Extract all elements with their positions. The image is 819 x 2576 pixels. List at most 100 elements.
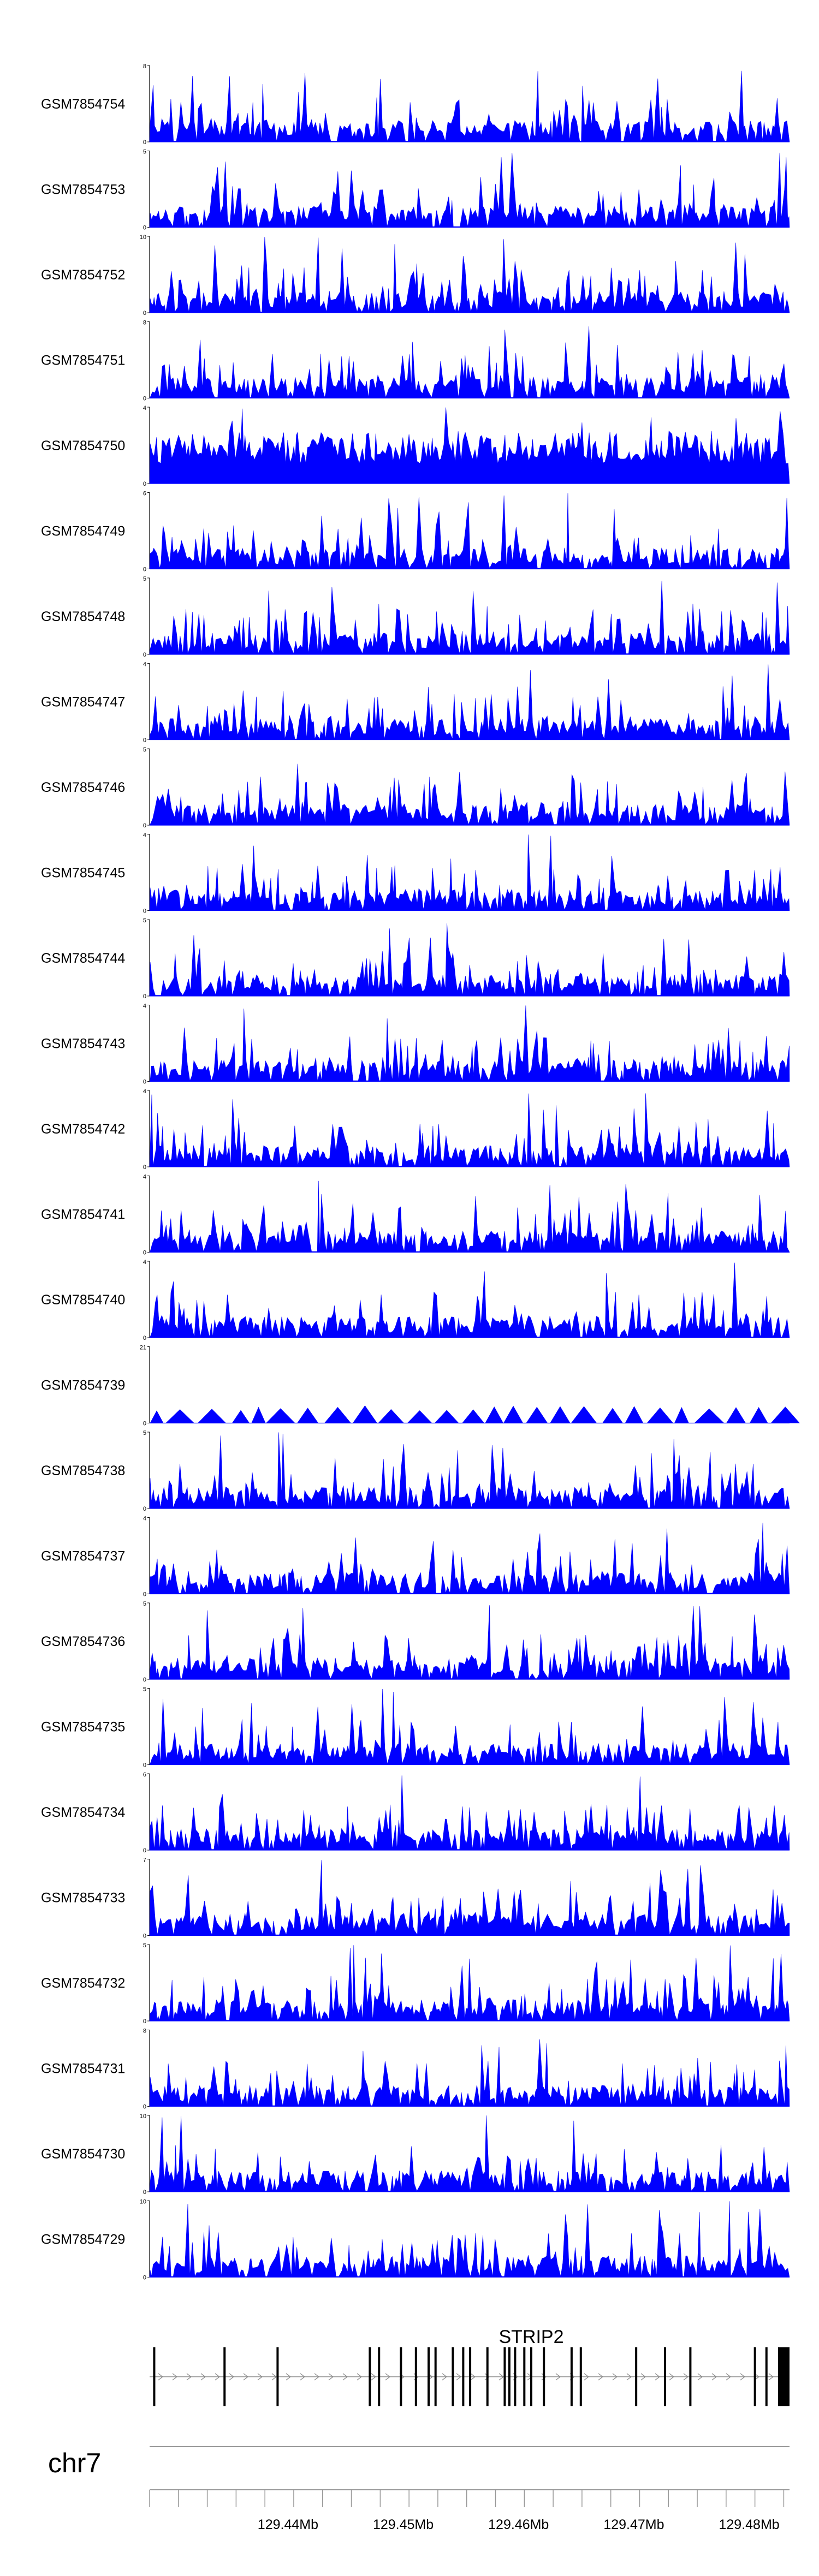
track-label: GSM7854731 — [41, 2061, 125, 2077]
y-tick-label-min: 0 — [143, 1762, 146, 1769]
x-axis-ticks: 129.44Mb 129.45Mb 129.46Mb 129.47Mb 129.48Mb — [149, 2490, 785, 2532]
strand-arrow — [243, 2373, 248, 2381]
y-tick-label-max: 5 — [143, 1942, 146, 1949]
y-tick-label-max: 5 — [143, 1601, 146, 1607]
y-tick-label-min: 0 — [143, 2018, 146, 2025]
y-tick-label-min: 0 — [143, 225, 146, 231]
strand-arrow — [371, 2373, 376, 2381]
y-tick-label-max: 5 — [143, 917, 146, 924]
y-tick-label-min: 0 — [143, 993, 146, 1000]
coverage-area — [149, 581, 790, 655]
track-gsm7854736: GSM7854736 5 0 — [41, 1601, 790, 1683]
y-tick-label-min: 0 — [143, 481, 146, 487]
strand-arrow — [300, 2373, 305, 2381]
track-label: GSM7854752 — [41, 267, 125, 283]
strand-arrow — [555, 2373, 561, 2381]
y-tick-label-min: 0 — [143, 2189, 146, 2196]
track-gsm7854744: GSM7854744 5 0 — [41, 917, 790, 1000]
chromosome-label: chr7 — [48, 2448, 101, 2478]
y-tick-label-min: 0 — [143, 1677, 146, 1683]
strand-arrow — [598, 2373, 603, 2381]
strand-arrow — [314, 2373, 319, 2381]
y-tick-label-max: 8 — [143, 63, 146, 70]
track-label: GSM7854742 — [41, 1122, 125, 1137]
strand-arrow — [740, 2373, 745, 2381]
exon — [434, 2347, 437, 2406]
exon — [378, 2347, 381, 2406]
y-tick-label-max: 10 — [140, 2199, 146, 2205]
track-label: GSM7854729 — [41, 2232, 125, 2247]
y-tick-label-max: 6 — [143, 491, 146, 497]
gene-exons — [153, 2347, 790, 2406]
strand-arrow — [357, 2373, 362, 2381]
track-label: GSM7854751 — [41, 353, 125, 368]
coverage-area — [149, 1180, 790, 1253]
coverage-area — [149, 1432, 790, 1509]
strand-arrow — [271, 2373, 277, 2381]
y-tick-label-max: 5 — [143, 747, 146, 753]
strand-arrow — [697, 2373, 703, 2381]
y-tick-label-max: 5 — [143, 149, 146, 156]
coverage-area — [149, 2039, 790, 2107]
track-label: GSM7854744 — [41, 951, 125, 966]
track-gsm7854754: GSM7854754 8 0 — [41, 63, 790, 146]
exon — [523, 2347, 526, 2406]
strand-arrow — [683, 2373, 689, 2381]
gene-label: STRIP2 — [498, 2327, 563, 2347]
track-label: GSM7854740 — [41, 1292, 125, 1308]
y-tick-label-max: 8 — [143, 2028, 146, 2035]
exon — [414, 2347, 417, 2406]
exon — [428, 2347, 430, 2406]
coverage-area — [149, 2201, 790, 2277]
track-label: GSM7854741 — [41, 1207, 125, 1223]
exon — [223, 2347, 226, 2406]
y-tick-label-max: 4 — [143, 1259, 146, 1266]
coverage-area — [150, 1405, 800, 1423]
x-tick-label: 129.45Mb — [373, 2517, 434, 2532]
exon — [530, 2347, 532, 2406]
strand-arrow — [626, 2373, 632, 2381]
track-gsm7854752: GSM7854752 10 0 — [41, 234, 790, 317]
exon — [503, 2347, 506, 2406]
coverage-area — [149, 1945, 790, 2022]
track-label: GSM7854737 — [41, 1549, 125, 1564]
coverage-area — [149, 1775, 790, 1851]
coverage-area — [149, 664, 790, 740]
track-label: GSM7854739 — [41, 1378, 125, 1393]
y-tick-label-min: 0 — [143, 2275, 146, 2281]
exon — [765, 2347, 768, 2406]
track-label: GSM7854735 — [41, 1720, 125, 1735]
track-gsm7854732: GSM7854732 5 0 — [41, 1942, 790, 2025]
exon — [635, 2347, 638, 2406]
track-label: GSM7854743 — [41, 1036, 125, 1052]
coverage-tracks: GSM785475480GSM785475350GSM7854752100GSM… — [41, 63, 800, 2281]
y-tick-label-max: 10 — [140, 234, 146, 241]
strand-arrow — [484, 2373, 490, 2381]
y-tick-label-min: 0 — [143, 822, 146, 829]
y-tick-label-max: 5 — [143, 1430, 146, 1436]
y-tick-label-max: 4 — [143, 1174, 146, 1180]
utr-block — [783, 2365, 790, 2389]
y-tick-label-max: 4 — [143, 405, 146, 412]
strand-arrow — [229, 2373, 234, 2381]
y-tick-label-max: 7 — [143, 1857, 146, 1864]
coverage-area — [149, 1005, 790, 1082]
y-tick-label-max: 10 — [140, 2113, 146, 2120]
strand-arrow — [726, 2373, 731, 2381]
y-tick-label-max: 21 — [140, 1345, 146, 1351]
track-label: GSM7854750 — [41, 438, 125, 454]
genome-axis: chr7 129.44Mb 129.45Mb 129.46Mb 129.47Mb 129… — [48, 2446, 790, 2532]
track-label: GSM7854745 — [41, 866, 125, 881]
y-tick-label-min: 0 — [143, 1847, 146, 1854]
y-tick-label-min: 0 — [143, 2104, 146, 2110]
track-label: GSM7854730 — [41, 2146, 125, 2162]
gene-track: STRIP2 — [150, 2327, 790, 2406]
y-tick-label-min: 0 — [143, 139, 146, 146]
track-gsm7854749: GSM7854749 6 0 — [41, 491, 790, 573]
coverage-area — [149, 1689, 790, 1765]
y-tick-label-min: 0 — [143, 1335, 146, 1341]
track-gsm7854737: GSM7854737 4 0 — [41, 1516, 790, 1598]
y-tick-label-max: 4 — [143, 661, 146, 668]
exon — [663, 2347, 666, 2406]
y-tick-label-min: 0 — [143, 908, 146, 915]
